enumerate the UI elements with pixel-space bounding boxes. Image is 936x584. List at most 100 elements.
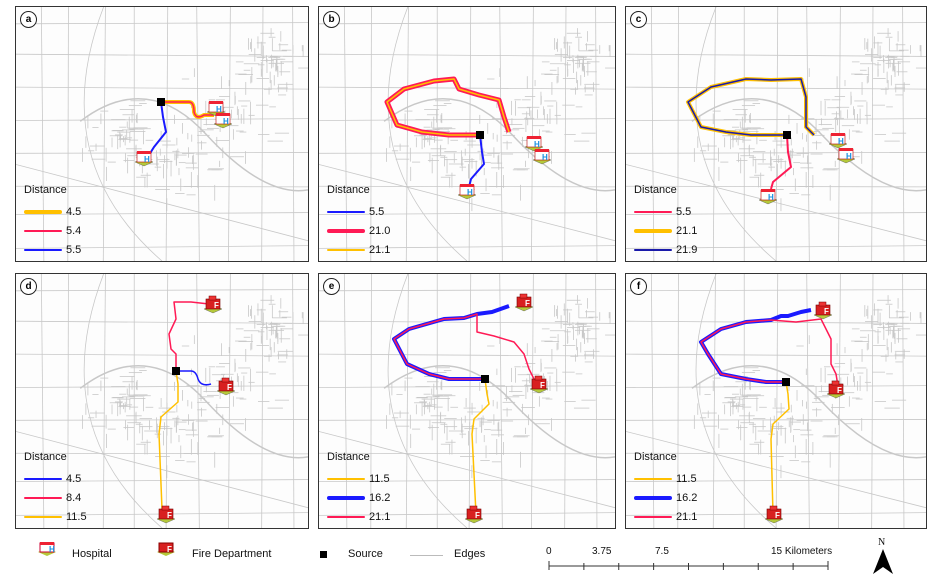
distance-legend: Distance 5.5 21.0 21.1 (327, 184, 390, 259)
road-edges (626, 274, 926, 528)
legend-hospital-label: Hospital (72, 548, 112, 560)
panel-label: e (323, 278, 340, 295)
legend-title: Distance (327, 451, 370, 463)
road-network (16, 274, 308, 528)
source-marker (476, 131, 484, 139)
route-line (176, 370, 212, 386)
route-line (393, 313, 535, 380)
panel-label: b (323, 11, 340, 28)
legend-swatch (24, 209, 62, 214)
legend-row: 5.5 (634, 202, 697, 221)
scale-tick-label: 15 Kilometers (771, 546, 833, 557)
svg-text:H: H (49, 545, 55, 554)
legend-title: Distance (24, 451, 67, 463)
legend-row: 21.0 (327, 221, 390, 240)
legend-row: 16.2 (327, 488, 390, 507)
hospital-icon: H (828, 133, 848, 149)
route-line (686, 77, 816, 137)
route-line (770, 134, 792, 190)
legend-swatch (24, 248, 62, 251)
svg-text:H: H (846, 152, 852, 161)
fire-department-icon: F (203, 295, 223, 314)
svg-text:H: H (768, 193, 774, 202)
svg-text:F: F (214, 301, 219, 310)
fire-department-icon: F (764, 505, 784, 524)
legend-value: 21.1 (676, 224, 698, 237)
source-icon (320, 551, 327, 558)
source-marker (782, 378, 790, 386)
legend-swatch (327, 495, 365, 500)
fire-department-icon: F (514, 293, 534, 312)
legend-title: Distance (327, 184, 370, 196)
svg-text:H: H (223, 117, 229, 126)
svg-text:F: F (775, 511, 780, 520)
legend-swatch (634, 210, 672, 213)
scale-tick-label: 3.75 (592, 546, 612, 557)
legend-value: 16.2 (676, 491, 698, 504)
road-edges (16, 274, 308, 528)
source-marker (172, 367, 180, 375)
map-panel-d: F F F d Distance 4.5 8.4 11.5 (15, 273, 309, 529)
svg-text:H: H (216, 105, 222, 114)
legend-value: 11.5 (66, 510, 87, 523)
svg-text:F: F (525, 299, 530, 308)
svg-text:H: H (838, 137, 844, 146)
legend-value: 5.5 (676, 205, 692, 218)
legend-swatch (24, 477, 62, 480)
route-layer: HHH (686, 77, 856, 205)
legend-value: 21.1 (369, 510, 391, 523)
legend-row: 8.4 (24, 488, 87, 507)
distance-legend: Distance 4.5 8.4 11.5 (24, 451, 87, 526)
map-panel-f: F F F f Distance 11.5 16.2 21.1 (625, 273, 927, 529)
legend-title: Distance (634, 184, 677, 196)
legend-row: 21.1 (327, 240, 390, 259)
svg-text:F: F (540, 381, 545, 390)
route-line (687, 78, 815, 136)
distance-legend: Distance 5.5 21.1 21.9 (634, 184, 697, 259)
legend-value: 21.9 (676, 243, 698, 256)
legend-swatch (327, 515, 365, 518)
scale-tick-label: 0 (546, 546, 552, 557)
panel-label: d (20, 278, 37, 295)
legend-value: 16.2 (369, 491, 391, 504)
legend-row: 16.2 (634, 488, 697, 507)
legend-swatch (634, 228, 672, 233)
legend-value: 4.5 (66, 205, 82, 218)
legend-source-label: Source (348, 548, 383, 560)
legend-value: 21.0 (369, 224, 391, 237)
legend-swatch (327, 228, 365, 233)
hospital-icon: H (457, 184, 477, 200)
route-line (468, 134, 485, 188)
legend-value: 11.5 (676, 472, 697, 485)
distance-legend: Distance 11.5 16.2 21.1 (327, 451, 390, 526)
legend-row: 4.5 (24, 469, 87, 488)
legend-value: 4.5 (66, 472, 82, 485)
distance-legend: Distance 11.5 16.2 21.1 (634, 451, 697, 526)
legend-swatch (24, 515, 62, 518)
legend-value: 8.4 (66, 491, 82, 504)
road-network (319, 7, 615, 261)
svg-text:F: F (837, 386, 842, 395)
road-edges (319, 7, 615, 261)
legend-title: Distance (634, 451, 677, 463)
map-panel-e: F F F e Distance 11.5 16.2 21.1 (318, 273, 616, 529)
legend-value: 5.5 (369, 205, 385, 218)
hospital-icon: H (38, 542, 56, 556)
route-layer: F F F (156, 295, 236, 524)
svg-text:F: F (167, 545, 172, 554)
svg-text:H: H (144, 155, 150, 164)
legend-swatch (24, 229, 62, 232)
legend-row: 21.9 (634, 240, 697, 259)
route-layer: F F F (699, 301, 846, 524)
route-layer: HHH (134, 98, 233, 167)
route-layer: HHH (384, 76, 552, 200)
legend-swatch (327, 477, 365, 480)
legend-fire-department-label: Fire Department (192, 548, 272, 560)
route-line (158, 370, 179, 510)
fire-department-icon: F (826, 380, 846, 399)
svg-text:H: H (534, 140, 540, 149)
legend-swatch (24, 496, 62, 499)
fire-department-icon: F (156, 505, 176, 524)
